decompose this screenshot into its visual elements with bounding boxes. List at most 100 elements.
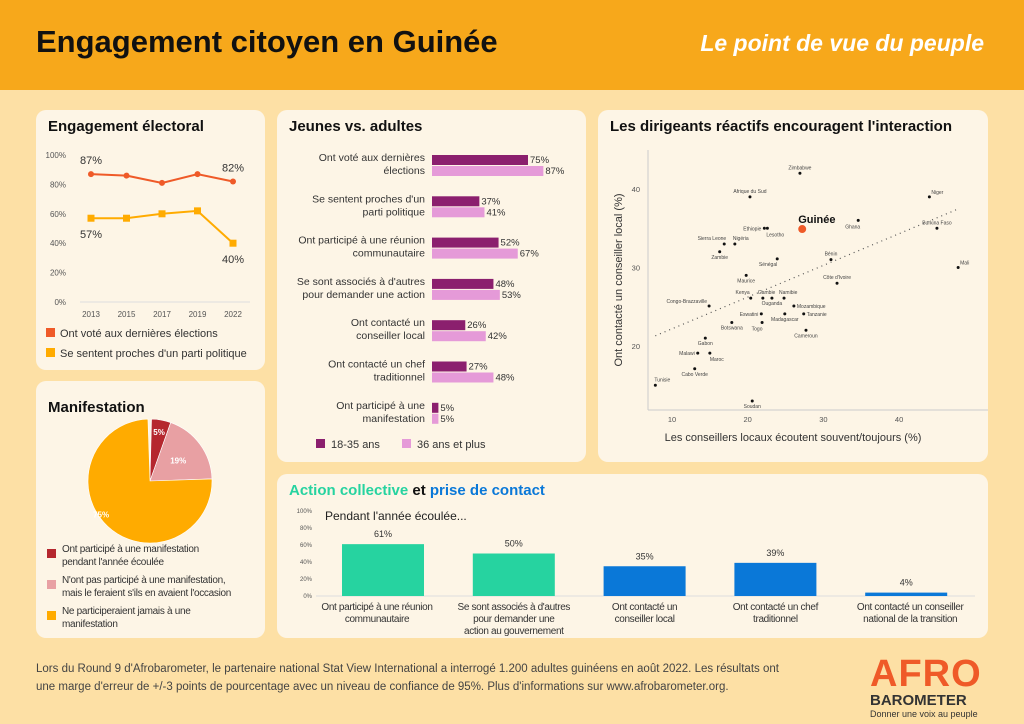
category-label: Ont contacté un bbox=[612, 602, 677, 613]
scatter-label: Zambie bbox=[711, 255, 728, 261]
data-label: 40% bbox=[222, 254, 244, 266]
pie-slice bbox=[149, 422, 213, 482]
bar bbox=[432, 207, 485, 218]
y-tick-label: 40% bbox=[300, 560, 313, 566]
scatter-point bbox=[761, 296, 765, 300]
scatter-point bbox=[696, 351, 700, 355]
category-label: action au gouvernement bbox=[464, 626, 564, 637]
category-label: conseiller local bbox=[356, 330, 425, 342]
category-label: Ont contacté un chef bbox=[733, 602, 819, 613]
scatter-point bbox=[708, 351, 712, 355]
scatter-point bbox=[829, 258, 833, 262]
scatter-label: Madagascar bbox=[771, 317, 799, 323]
scatter-label: Gambie bbox=[758, 290, 776, 296]
x-tick-label: 10 bbox=[668, 415, 676, 424]
legend-label: Ne participeraient jamais à une manifesta… bbox=[62, 606, 191, 630]
afrobarometer-logo: AFRO BAROMETER Donner une voix au peuple bbox=[870, 655, 990, 719]
card-title: Jeunes vs. adultes bbox=[289, 118, 423, 135]
legend-swatch bbox=[402, 439, 411, 448]
scatter-label: Botswana bbox=[721, 325, 743, 331]
data-label: 57% bbox=[80, 229, 102, 241]
x-tick-label: 2022 bbox=[224, 310, 242, 319]
logo-barometer: BAROMETER bbox=[870, 692, 967, 709]
data-point bbox=[229, 239, 237, 247]
category-label: conseiller local bbox=[615, 614, 675, 625]
scatter-point bbox=[956, 266, 960, 269]
bar-value-label: 35% bbox=[636, 551, 654, 561]
scatter-label: Bénin bbox=[825, 252, 838, 258]
scatter-label: Mozambique bbox=[797, 304, 826, 310]
scatter-label: Maroc bbox=[710, 357, 724, 363]
category-label: Se sont associés à d'autres bbox=[458, 602, 571, 613]
y-tick-label: 80% bbox=[300, 526, 313, 532]
data-point bbox=[194, 171, 201, 178]
legend-swatch bbox=[47, 549, 56, 558]
legend-swatch bbox=[46, 348, 55, 357]
bar bbox=[603, 566, 686, 596]
data-point bbox=[123, 214, 130, 222]
header-banner: Engagement citoyen en Guinée Le point de… bbox=[0, 0, 1024, 90]
legend-swatch bbox=[46, 328, 55, 337]
scatter-point bbox=[792, 304, 796, 308]
title-part-contact: prise de contact bbox=[429, 482, 545, 499]
category-label: Se sentent proches d'un bbox=[312, 193, 425, 205]
data-point bbox=[88, 171, 94, 178]
bar bbox=[432, 320, 466, 331]
scatter-label: Maurice bbox=[737, 278, 755, 284]
legend-label: Ont voté aux dernières élections bbox=[60, 328, 218, 340]
scatter-point bbox=[730, 320, 734, 324]
scatter-label: Ouganda bbox=[762, 301, 783, 307]
scatter-label: Namibie bbox=[779, 290, 798, 296]
bar-value-label: 50% bbox=[505, 539, 523, 549]
bar-value-label: 87% bbox=[545, 166, 565, 177]
scatter-label: Eswatini bbox=[740, 312, 759, 318]
legend-label-line: mais le feraient s'ils en avaient l'occa… bbox=[62, 588, 231, 599]
scatter-label: Malawi bbox=[679, 351, 695, 357]
scatter-point bbox=[693, 367, 697, 371]
data-point bbox=[123, 172, 130, 179]
footer-note: Lors du Round 9 d'Afrobarometer, le part… bbox=[36, 663, 779, 693]
scatter-label: Niger bbox=[931, 190, 943, 196]
category-label: parti politique bbox=[363, 206, 426, 218]
bar-value-label: 4% bbox=[900, 578, 913, 588]
scatter-label: Soudan bbox=[744, 404, 761, 410]
scatter-point-highlight bbox=[798, 225, 807, 234]
category-label: communautaire bbox=[345, 614, 410, 625]
y-tick-label: 60% bbox=[300, 543, 313, 549]
bar bbox=[432, 237, 499, 248]
x-tick-label: 2013 bbox=[82, 310, 100, 319]
bar-value-label: 52% bbox=[501, 238, 521, 249]
y-tick-label: 40% bbox=[50, 239, 66, 248]
bar bbox=[432, 166, 544, 176]
scatter-point bbox=[744, 273, 748, 277]
bar bbox=[432, 196, 480, 207]
scatter-label-highlight: Guinée bbox=[798, 214, 835, 226]
bar-value-label: 39% bbox=[766, 548, 784, 558]
bar-value-label: 27% bbox=[469, 362, 489, 373]
category-label: manifestation bbox=[363, 413, 426, 425]
bar-value-label: 5% bbox=[440, 414, 454, 425]
x-axis-label: Les conseillers locaux écoutent souvent/… bbox=[665, 432, 922, 444]
bar bbox=[432, 278, 494, 289]
scatter-point bbox=[783, 312, 787, 316]
y-tick-label: 80% bbox=[50, 180, 66, 189]
category-label: Ont contacté un conseiller bbox=[857, 602, 965, 613]
scatter-point bbox=[762, 226, 766, 230]
y-tick-label: 20% bbox=[300, 577, 313, 583]
scatter-point bbox=[707, 304, 711, 308]
scatter-label: Congo-Brazzaville bbox=[667, 299, 708, 305]
legend-label-line: Ne participeraient jamais à une bbox=[62, 606, 191, 617]
data-label: 82% bbox=[222, 162, 244, 174]
card-title: Manifestation bbox=[48, 399, 145, 416]
bar bbox=[432, 155, 528, 165]
scatter-point bbox=[703, 336, 707, 340]
scatter-label: Ghana bbox=[845, 224, 860, 230]
page-title: Engagement citoyen en Guinée bbox=[36, 24, 498, 59]
bar-value-label: 48% bbox=[495, 279, 515, 290]
scatter-label: Gabon bbox=[698, 341, 713, 347]
category-label: traditionnel bbox=[753, 614, 798, 625]
pie-slice bbox=[87, 418, 213, 544]
page-subtitle: Le point de vue du peuple bbox=[700, 30, 984, 56]
pie-label: 5% bbox=[153, 428, 165, 437]
category-label: Ont voté aux dernières bbox=[319, 152, 425, 164]
